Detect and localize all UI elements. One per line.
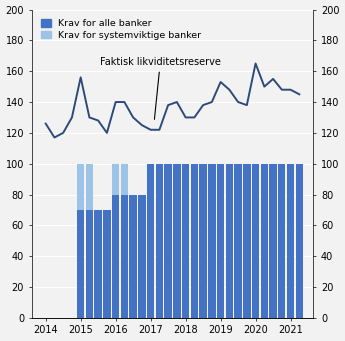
Bar xyxy=(173,164,180,318)
Bar xyxy=(278,164,286,318)
Bar xyxy=(199,164,207,318)
Bar xyxy=(243,164,250,318)
Bar xyxy=(156,164,163,318)
Bar xyxy=(95,210,102,318)
Text: Faktisk likviditetsreserve: Faktisk likviditetsreserve xyxy=(100,57,221,119)
Bar xyxy=(121,164,128,194)
Bar xyxy=(208,164,216,318)
Bar xyxy=(103,210,111,318)
Bar xyxy=(112,194,119,318)
Legend: Krav for alle banker, Krav for systemviktige banker: Krav for alle banker, Krav for systemvik… xyxy=(39,17,203,42)
Bar xyxy=(147,164,154,318)
Bar xyxy=(77,210,84,318)
Bar xyxy=(217,164,224,318)
Bar xyxy=(86,210,93,318)
Bar xyxy=(252,164,259,318)
Bar xyxy=(234,164,242,318)
Bar xyxy=(296,164,303,318)
Bar xyxy=(129,194,137,318)
Bar xyxy=(86,164,93,210)
Bar xyxy=(182,164,189,318)
Bar xyxy=(287,164,294,318)
Bar xyxy=(165,164,172,318)
Bar xyxy=(138,194,146,318)
Bar xyxy=(112,164,119,194)
Bar xyxy=(77,164,84,210)
Bar xyxy=(261,164,268,318)
Bar xyxy=(191,164,198,318)
Bar xyxy=(226,164,233,318)
Bar xyxy=(121,194,128,318)
Bar xyxy=(269,164,277,318)
